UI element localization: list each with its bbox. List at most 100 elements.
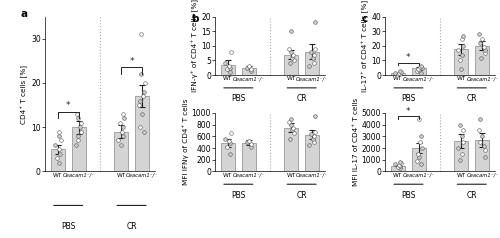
Text: *: * [406,53,410,62]
Point [288,29,296,33]
Point [480,45,488,49]
Point [394,165,402,169]
Point [286,120,294,124]
Point [417,134,425,138]
Point [308,132,316,136]
Point [396,164,404,168]
Point [418,146,426,150]
Point [138,112,146,116]
Point [460,140,468,144]
Point [414,117,422,121]
Point [309,56,317,60]
Point [74,139,82,142]
Point [309,137,317,141]
Y-axis label: MFI IL-17 of CD4⁺ T cells: MFI IL-17 of CD4⁺ T cells [353,98,359,186]
Point [116,121,124,125]
Point [457,67,465,71]
Point [476,117,484,121]
Point [458,37,466,40]
Point [458,152,466,156]
Y-axis label: CD4⁺ T cells [%]: CD4⁺ T cells [%] [21,64,28,124]
Point [136,125,144,129]
Text: CR: CR [466,94,477,103]
Point [226,141,234,145]
Point [290,132,298,135]
Point [478,134,486,138]
Point [310,114,318,118]
Text: a: a [21,9,28,19]
Point [227,132,235,135]
Point [55,147,63,151]
Point [76,125,84,129]
Point [396,72,404,76]
Point [244,64,252,68]
Point [481,48,489,52]
Point [456,123,464,127]
Point [476,140,484,144]
Text: *: * [130,57,134,66]
Point [456,59,464,62]
Point [396,160,404,164]
Point [482,155,490,159]
Point [392,71,400,75]
Point [286,50,294,54]
Point [414,68,422,72]
Point [397,70,405,74]
Point [54,156,62,160]
Point [286,137,294,141]
Point [246,142,254,146]
Text: *: * [66,101,70,110]
Point [310,53,318,56]
Bar [242,68,256,75]
Point [458,53,466,56]
Point [224,67,232,71]
Point [311,47,319,51]
Point [246,69,254,73]
Point [288,117,296,121]
Point [482,51,490,55]
Bar [221,65,234,75]
Point [458,134,466,138]
Bar [72,127,86,171]
Point [56,130,64,134]
Point [78,130,86,134]
Point [140,94,147,98]
Bar [51,149,64,171]
Bar [306,134,319,171]
Point [476,41,484,45]
Text: PBS: PBS [231,191,246,200]
Point [135,103,143,107]
Bar [135,96,149,171]
Point [286,61,294,65]
Point [310,134,318,138]
Point [56,139,64,142]
Point [454,48,462,52]
Point [395,71,403,75]
Point [225,64,233,68]
Point [118,143,126,147]
Text: CR: CR [296,94,307,103]
Point [414,155,422,159]
Point [73,112,81,116]
Point [288,129,296,132]
Bar [114,132,128,171]
Point [412,69,420,73]
Point [397,161,405,165]
Point [310,21,318,25]
Point [51,143,59,147]
Point [242,66,250,70]
Point [72,143,80,147]
Point [224,145,232,149]
Text: PBS: PBS [402,191,415,200]
Point [226,66,234,70]
Text: *: * [406,107,410,116]
Point [118,125,126,129]
Point [310,61,318,65]
Y-axis label: MFI IFNγ of CD4⁺ T cells: MFI IFNγ of CD4⁺ T cells [182,99,189,185]
Point [226,152,234,156]
Point [396,72,404,75]
Text: b: b [191,14,198,24]
Point [141,81,149,85]
Point [77,121,85,125]
Point [416,65,424,69]
